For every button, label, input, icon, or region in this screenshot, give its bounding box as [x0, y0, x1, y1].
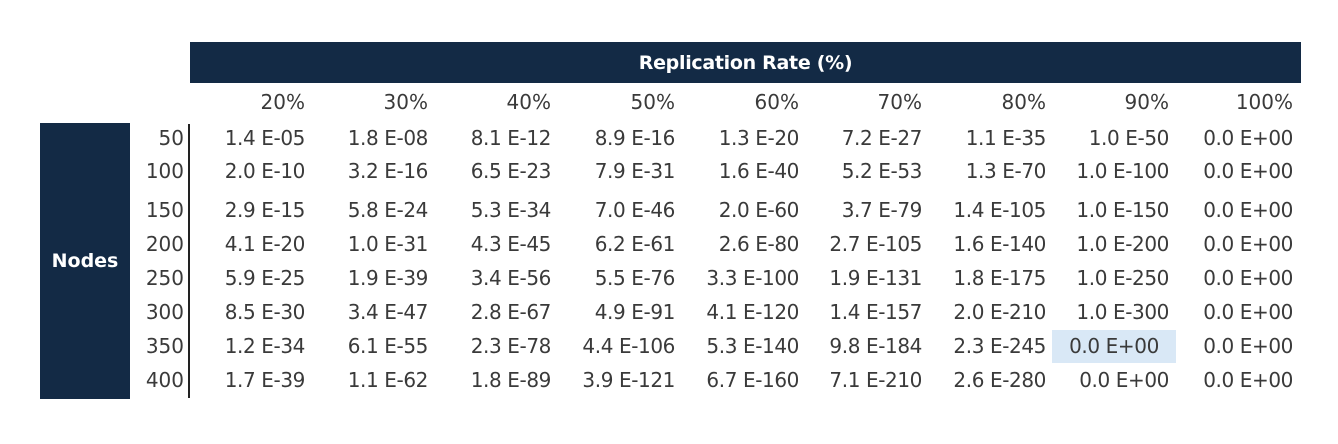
table-cell[interactable]: 0.0 E+00 [1203, 266, 1293, 290]
table-cell[interactable]: 1.6 E-140 [953, 232, 1046, 256]
nodes-title: Nodes [51, 250, 119, 272]
table-cell[interactable]: 4.1 E-120 [706, 300, 799, 324]
table-cell[interactable]: 3.3 E-100 [706, 266, 799, 290]
table-cell[interactable]: 2.9 E-15 [224, 198, 306, 222]
table-cell[interactable]: 3.9 E-121 [582, 368, 675, 392]
table-cell[interactable]: 1.0 E-100 [1076, 159, 1169, 183]
table-cell[interactable]: 1.0 E-200 [1076, 232, 1169, 256]
table-cell[interactable]: 1.3 E-70 [965, 159, 1047, 183]
table-cell[interactable]: 2.3 E-78 [470, 334, 552, 358]
table-cell[interactable]: 0.0 E+00 [1203, 126, 1293, 150]
table-cell[interactable]: 1.1 E-62 [347, 368, 429, 392]
table-cell[interactable]: 4.3 E-45 [470, 232, 552, 256]
table-cell[interactable]: 2.3 E-245 [953, 334, 1046, 358]
row-label-divider [188, 124, 190, 398]
table-cell[interactable]: 1.8 E-08 [347, 126, 429, 150]
table-cell[interactable]: 0.0 E+00 [1203, 198, 1293, 222]
table-cell[interactable]: 6.7 E-160 [706, 368, 799, 392]
table-cell[interactable]: 0.0 E+00 [1203, 159, 1293, 183]
table-cell[interactable]: 1.6 E-40 [718, 159, 800, 183]
column-header-60pct: 60% [754, 90, 799, 114]
table-cell[interactable]: 5.9 E-25 [224, 266, 306, 290]
table-cell[interactable]: 4.4 E-106 [582, 334, 675, 358]
column-header-40pct: 40% [506, 90, 551, 114]
table-cell[interactable]: 1.8 E-175 [953, 266, 1046, 290]
table-cell[interactable]: 1.0 E-31 [347, 232, 429, 256]
row-label-100: 100 [145, 159, 184, 183]
table-cell[interactable]: 1.0 E-50 [1088, 126, 1170, 150]
table-cell[interactable]: 2.7 E-105 [829, 232, 922, 256]
column-header-70pct: 70% [877, 90, 922, 114]
table-cell[interactable]: 1.1 E-35 [965, 126, 1047, 150]
table-cell[interactable]: 1.9 E-131 [829, 266, 922, 290]
table-cell[interactable]: 1.0 E-150 [1076, 198, 1169, 222]
row-label-150: 150 [145, 198, 184, 222]
table-cell[interactable]: 3.2 E-16 [347, 159, 429, 183]
table-cell[interactable]: 7.9 E-31 [594, 159, 676, 183]
table-cell[interactable]: 6.2 E-61 [594, 232, 676, 256]
table-cell[interactable]: 0.0 E+00 [1203, 232, 1293, 256]
table-cell[interactable]: 7.1 E-210 [829, 368, 922, 392]
table-cell[interactable]: 1.4 E-05 [224, 126, 306, 150]
table-cell[interactable]: 5.3 E-34 [470, 198, 552, 222]
table-cell[interactable]: 2.0 E-210 [953, 300, 1046, 324]
row-label-200: 200 [145, 232, 184, 256]
column-header-90pct: 90% [1124, 90, 1169, 114]
row-label-400: 400 [145, 368, 184, 392]
table-cell[interactable]: 1.4 E-105 [953, 198, 1046, 222]
table-cell[interactable]: 0.0 E+00 [1079, 368, 1169, 392]
table-cell[interactable]: 2.8 E-67 [470, 300, 552, 324]
column-group-header: Replication Rate (%) [190, 42, 1301, 83]
table-cell[interactable]: 0.0 E+00 [1203, 368, 1293, 392]
table-cell[interactable]: 3.4 E-47 [347, 300, 429, 324]
table-cell[interactable]: 1.9 E-39 [347, 266, 429, 290]
table-cell[interactable]: 5.8 E-24 [347, 198, 429, 222]
column-header-20pct: 20% [260, 90, 305, 114]
column-header-30pct: 30% [383, 90, 428, 114]
table-cell[interactable]: 1.0 E-250 [1076, 266, 1169, 290]
column-header-100pct: 100% [1235, 90, 1293, 114]
row-label-300: 300 [145, 300, 184, 324]
table-cell[interactable]: 8.5 E-30 [224, 300, 306, 324]
table-cell[interactable]: 4.9 E-91 [594, 300, 676, 324]
row-label-350: 350 [145, 334, 184, 358]
table-cell[interactable]: 1.0 E-300 [1076, 300, 1169, 324]
column-header-80pct: 80% [1001, 90, 1046, 114]
table-cell[interactable]: 6.1 E-55 [347, 334, 429, 358]
table-cell[interactable]: 1.7 E-39 [224, 368, 306, 392]
table-cell[interactable]: 8.9 E-16 [594, 126, 676, 150]
table-cell[interactable]: 1.3 E-20 [718, 126, 800, 150]
table-cell[interactable]: 2.6 E-280 [953, 368, 1046, 392]
table-cell[interactable]: 8.1 E-12 [470, 126, 552, 150]
table-cell[interactable]: 4.1 E-20 [224, 232, 306, 256]
table-cell[interactable]: 1.2 E-34 [224, 334, 306, 358]
table-cell[interactable]: 5.3 E-140 [706, 334, 799, 358]
replication-rate-title: Replication Rate (%) [638, 51, 853, 74]
column-header-50pct: 50% [630, 90, 675, 114]
table-cell[interactable]: 6.5 E-23 [470, 159, 552, 183]
table-cell[interactable]: 2.0 E-10 [224, 159, 306, 183]
table-cell[interactable]: 3.7 E-79 [841, 198, 923, 222]
table-cell[interactable]: 5.2 E-53 [841, 159, 923, 183]
row-label-50: 50 [158, 126, 184, 150]
table-cell[interactable]: 5.5 E-76 [594, 266, 676, 290]
row-label-250: 250 [145, 266, 184, 290]
table-cell[interactable]: 7.0 E-46 [594, 198, 676, 222]
row-group-header: Nodes [40, 123, 130, 399]
table-cell[interactable]: 0.0 E+00 [1203, 300, 1293, 324]
table-cell[interactable]: 1.8 E-89 [470, 368, 552, 392]
table-cell[interactable]: 2.6 E-80 [718, 232, 800, 256]
table-cell[interactable]: 2.0 E-60 [718, 198, 800, 222]
table-cell[interactable]: 7.2 E-27 [841, 126, 923, 150]
table-cell[interactable]: 1.4 E-157 [829, 300, 922, 324]
table-cell[interactable]: 3.4 E-56 [470, 266, 552, 290]
table-cell[interactable]: 0.0 E+00 [1203, 334, 1293, 358]
table-cell[interactable]: 9.8 E-184 [829, 334, 922, 358]
highlighted-cell[interactable]: 0.0 E+00 [1052, 330, 1176, 363]
